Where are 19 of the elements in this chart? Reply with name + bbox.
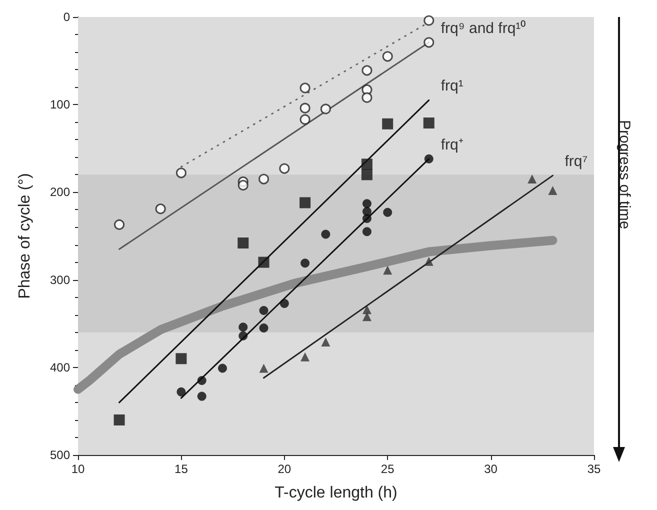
x-tick-label: 25 <box>380 462 395 476</box>
series-label: frq⁷ <box>564 153 588 170</box>
series-label: frq⁺ <box>440 136 464 154</box>
y-tick-label: 0 <box>63 10 70 24</box>
series-label: frq¹ <box>440 78 464 95</box>
y-tick-label: 200 <box>50 185 70 200</box>
y-tick-label: 500 <box>50 448 70 462</box>
x-tick-label: 15 <box>174 462 188 476</box>
series-label: frq⁹ and frq¹⁰ <box>440 20 526 37</box>
y-tick-label: 300 <box>50 272 70 287</box>
y-axis-title: Phase of cycle (°) <box>16 173 34 299</box>
x-tick-label: 20 <box>278 462 292 476</box>
x-tick-label: 30 <box>484 462 498 476</box>
x-tick-label: 10 <box>71 462 85 476</box>
y-tick-label: 100 <box>50 98 70 112</box>
x-axis-title: T-cycle length (h) <box>274 484 398 502</box>
x-tick-label: 35 <box>587 462 601 476</box>
text: Progress of time <box>616 120 633 230</box>
y-tick-label: 400 <box>50 360 70 374</box>
